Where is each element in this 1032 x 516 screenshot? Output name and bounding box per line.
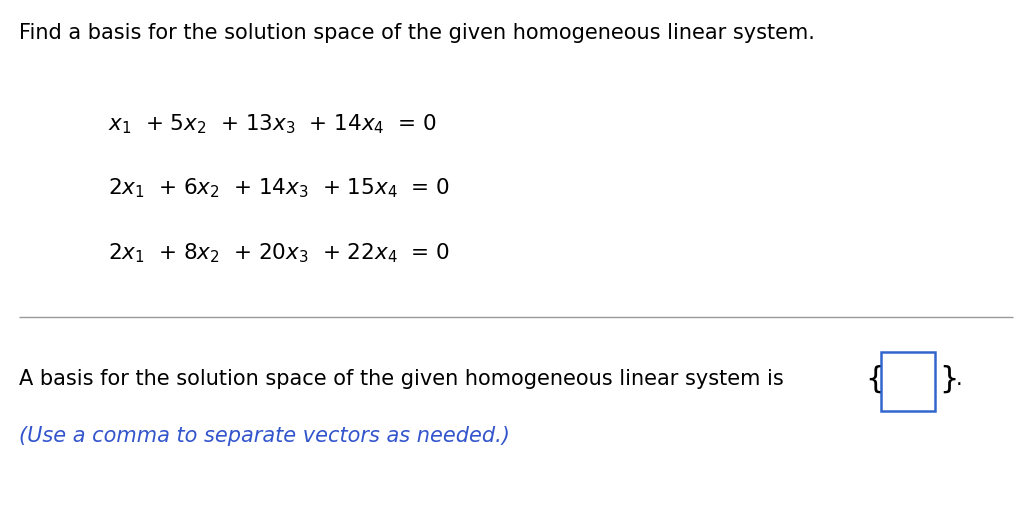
Text: $2x_1$  + $6x_2$  + $14x_3$  + $15x_4$  = 0: $2x_1$ + $6x_2$ + $14x_3$ + $15x_4$ = 0 (108, 176, 450, 200)
Text: $2x_1$  + $8x_2$  + $20x_3$  + $22x_4$  = 0: $2x_1$ + $8x_2$ + $20x_3$ + $22x_4$ = 0 (108, 241, 450, 265)
FancyBboxPatch shape (881, 352, 935, 411)
Text: {: { (865, 365, 884, 394)
Text: .: . (956, 369, 962, 389)
Text: }: } (939, 365, 959, 394)
Text: A basis for the solution space of the given homogeneous linear system is: A basis for the solution space of the gi… (19, 369, 783, 389)
Text: $x_1$  + $5x_2$  + $13x_3$  + $14x_4$  = 0: $x_1$ + $5x_2$ + $13x_3$ + $14x_4$ = 0 (108, 112, 438, 136)
Text: (Use a comma to separate vectors as needed.): (Use a comma to separate vectors as need… (19, 426, 510, 446)
Text: Find a basis for the solution space of the given homogeneous linear system.: Find a basis for the solution space of t… (19, 23, 814, 43)
